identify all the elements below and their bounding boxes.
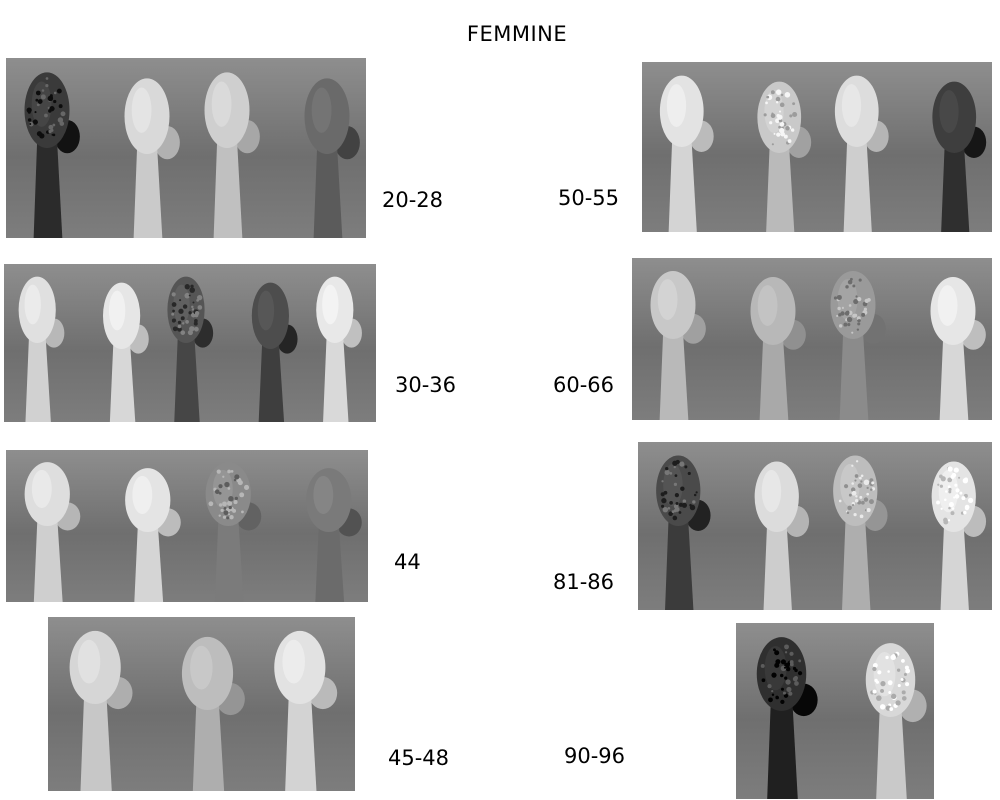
age-label-81-86: 81-86	[553, 570, 615, 594]
specimen-photo	[24, 72, 360, 238]
bone-specimen	[834, 75, 889, 232]
specimen-photo	[656, 455, 987, 610]
photo-plate-50-55	[642, 62, 992, 232]
photo-plate-90-96	[736, 623, 934, 799]
photo-plate-81-86	[638, 442, 992, 610]
specimen-photo	[756, 637, 927, 799]
bone-specimen	[932, 81, 987, 232]
specimen-photo	[650, 270, 986, 420]
specimen-photo	[24, 462, 362, 602]
bone-specimen	[69, 630, 133, 791]
age-label-45-48: 45-48	[388, 746, 450, 770]
photo-plate-30-36	[4, 264, 376, 422]
bone-specimen	[316, 276, 362, 422]
bone-specimen	[306, 468, 362, 602]
photo-plate-60-66	[632, 258, 992, 420]
age-label-30-36: 30-36	[395, 373, 457, 397]
bone-specimen	[659, 75, 714, 232]
bone-specimen	[18, 276, 65, 422]
specimen-photo	[18, 276, 362, 422]
bone-specimen	[125, 468, 181, 602]
bone-specimen	[24, 462, 81, 602]
bone-specimen	[830, 270, 886, 420]
bone-specimen	[750, 276, 806, 420]
age-label-50-55: 50-55	[558, 186, 620, 210]
bone-specimen	[756, 637, 818, 799]
page-title: FEMMINE	[466, 22, 568, 46]
bone-specimen	[757, 81, 812, 232]
bone-specimen	[865, 643, 927, 799]
bone-specimen	[656, 455, 711, 610]
bone-specimen	[251, 282, 298, 422]
age-label-20-28: 20-28	[382, 188, 444, 212]
bone-specimen	[167, 276, 214, 422]
bone-specimen	[181, 636, 245, 791]
age-label-90-96: 90-96	[564, 744, 626, 768]
photo-plate-44	[6, 450, 368, 602]
bone-specimen	[274, 630, 338, 791]
specimen-photo	[659, 75, 987, 232]
bone-specimen	[103, 282, 149, 422]
age-label-44: 44	[394, 550, 421, 574]
bone-specimen	[124, 78, 180, 238]
bone-specimen	[650, 270, 706, 420]
bone-specimen	[833, 455, 888, 610]
bone-specimen	[205, 462, 262, 602]
bone-specimen	[754, 461, 810, 610]
bone-specimen	[24, 72, 80, 238]
specimen-photo	[69, 630, 338, 791]
bone-specimen	[204, 72, 260, 238]
bone-specimen	[304, 78, 360, 238]
photo-plate-20-28	[6, 58, 366, 238]
age-label-60-66: 60-66	[553, 373, 615, 397]
photo-plate-45-48	[48, 617, 355, 791]
bone-specimen	[930, 276, 986, 420]
bone-specimen	[931, 461, 987, 610]
